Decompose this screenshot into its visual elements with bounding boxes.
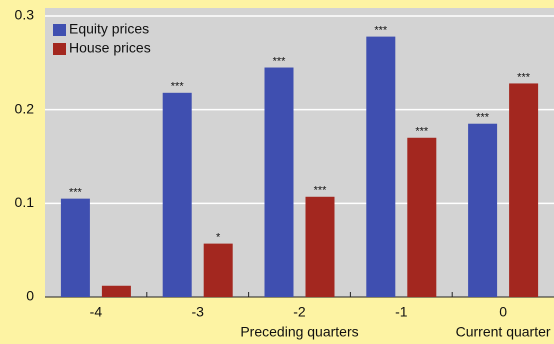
bar (305, 196, 335, 297)
bar (407, 137, 437, 297)
x-tick-label: -1 (395, 304, 408, 320)
bar (366, 36, 396, 298)
y-tick-label: 0.1 (15, 194, 35, 210)
bar-annotation: *** (415, 126, 429, 138)
x-tick-label: -2 (293, 304, 306, 320)
bar (264, 67, 294, 298)
bar-annotation: *** (69, 187, 83, 199)
y-tick-label: 0.2 (15, 100, 35, 116)
bar-annotation: *** (273, 55, 287, 67)
y-tick-label: 0 (26, 288, 34, 304)
x-group-label: Current quarter (456, 324, 551, 340)
bar-annotation: *** (374, 25, 388, 37)
bar-annotation: *** (476, 112, 490, 124)
bar (60, 198, 90, 297)
bar-annotation: *** (171, 81, 185, 93)
x-tick-label: -3 (191, 304, 204, 320)
bar (101, 285, 131, 297)
x-group-label: Preceding quarters (240, 324, 358, 340)
bar-annotation: *** (517, 71, 531, 83)
bar-annotation: *** (314, 185, 328, 197)
legend-swatch (53, 24, 66, 36)
bar-annotation: * (216, 232, 221, 244)
x-tick-label: 0 (499, 304, 507, 320)
legend-label: House prices (69, 40, 151, 56)
bar (203, 243, 233, 297)
y-tick-label: 0.3 (15, 7, 35, 23)
bar (468, 123, 498, 297)
bar (162, 92, 192, 297)
bar (509, 83, 539, 297)
x-tick-label: -4 (90, 304, 103, 320)
legend-label: Equity prices (69, 21, 149, 37)
legend-swatch (53, 43, 66, 55)
